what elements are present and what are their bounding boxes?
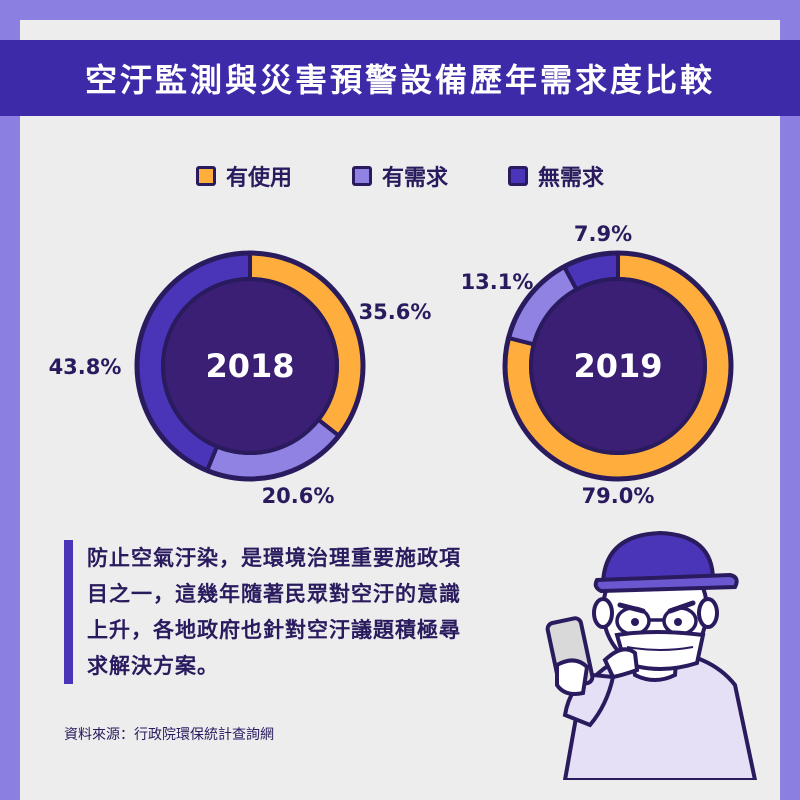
legend-label: 有需求 [381,166,448,191]
slice-label: 7.9% [574,222,632,246]
legend-label: 有使用 [225,166,292,191]
page-title: 空汙監測與災害預警設備歷年需求度比較 [84,61,715,99]
legend: 有使用 有需求 無需求 [0,160,800,192]
ear [697,597,719,629]
donut-hole [161,277,339,455]
donut-outline [134,250,366,482]
donut-outline [502,250,734,482]
body-line: 防止空氣汙染，是環境治理重要施政項 [87,546,461,570]
donut-hole [529,277,707,455]
slice-label: 79.0% [582,484,655,508]
body-line: 求解決方案。 [87,654,219,678]
description-box: 防止空氣汙染，是環境治理重要施政項 目之一，這幾年隨著民眾對空汙的意識 上升，各… [64,540,557,684]
eye [631,618,639,626]
title-banner: 空汙監測與災害預警設備歷年需求度比較 [0,40,800,116]
body-line: 上升，各地政府也針對空汙議題積極尋 [87,618,461,642]
legend-swatch [508,166,528,186]
legend-item-not-needed: 無需求 [508,160,604,192]
slice-label: 20.6% [262,484,335,508]
cap [600,530,716,586]
ear [592,597,614,629]
legend-item-needed: 有需求 [351,160,448,192]
slice-label: 43.8% [49,355,122,379]
hand [602,647,640,680]
mask-fold [626,646,694,651]
legend-label: 無需求 [538,166,605,191]
slice-label: 35.6% [359,300,432,324]
person-with-phone-illustration [545,530,758,780]
legend-swatch [351,166,372,186]
donut-year-label: 2018 [205,347,294,385]
source-note: 資料來源：行政院環保統計查詢網 [64,727,274,743]
slice-label: 13.1% [461,270,534,294]
eye [674,618,682,626]
legend-swatch [195,166,216,186]
legend-item-used: 有使用 [195,160,292,192]
body-line: 目之一，這幾年隨著民眾對空汙的意識 [87,582,461,606]
phone-hand [555,658,590,696]
donut-year-label: 2019 [573,347,662,385]
cap-brim [593,572,739,594]
